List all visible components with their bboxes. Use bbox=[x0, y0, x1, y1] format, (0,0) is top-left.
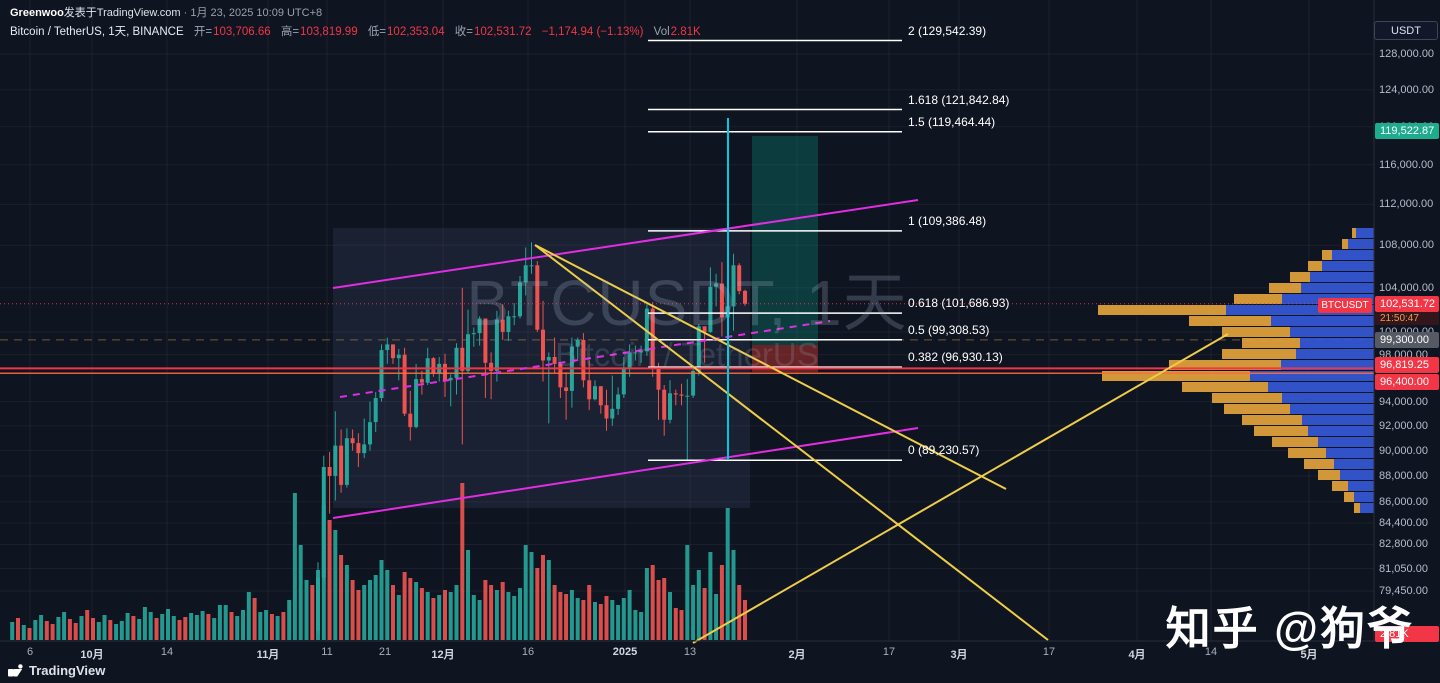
fib-level-label: 2 (129,542.39) bbox=[908, 24, 987, 38]
volume-label: Vol bbox=[653, 26, 670, 38]
horizontal-price-lines bbox=[0, 303, 1374, 374]
price-axis-label: 104,000.00 bbox=[1379, 282, 1435, 294]
price-axis-label: 81,050.00 bbox=[1379, 563, 1428, 575]
symbol-price-chip: BTCUSDT bbox=[1318, 298, 1372, 313]
price-axis-label: 116,000.00 bbox=[1379, 159, 1434, 171]
time-axis-label: 14 bbox=[1204, 646, 1218, 658]
author-name: Greenwoo bbox=[10, 7, 64, 19]
price-axis-label: 112,000.00 bbox=[1379, 198, 1434, 210]
price-badge: 119,522.87 bbox=[1375, 123, 1439, 139]
time-axis-label: 12月 bbox=[431, 649, 455, 661]
price-badge: 2.81K bbox=[1375, 626, 1439, 642]
byline-date: 1月 23, 2025 10:09 UTC+8 bbox=[190, 7, 323, 19]
high-value: 103,819.99 bbox=[300, 26, 358, 38]
share-byline: Greenwoo发表于TradingView.com · 1月 23, 2025… bbox=[10, 4, 322, 20]
tradingview-icon bbox=[8, 664, 23, 677]
time-axis-label: 13 bbox=[683, 646, 697, 658]
open-label: 开= bbox=[193, 26, 213, 38]
close-value: 102,531.72 bbox=[474, 26, 532, 38]
price-axis-label: 124,000.00 bbox=[1379, 84, 1435, 96]
time-axis-label: 17 bbox=[882, 646, 896, 658]
fib-level-label: 0.618 (101,686.93) bbox=[908, 296, 1010, 310]
price-axis-label: 108,000.00 bbox=[1379, 239, 1435, 251]
time-axis-label: 16 bbox=[521, 646, 535, 658]
volume-bars bbox=[10, 483, 747, 640]
price-badge: 96,819.25 bbox=[1375, 357, 1439, 373]
time-axis-label: 21 bbox=[378, 646, 392, 658]
trend-lines bbox=[332, 118, 1229, 644]
volume-value: 2.81K bbox=[670, 26, 701, 38]
time-axis-label: 3月 bbox=[950, 649, 968, 661]
long-position-boxes bbox=[752, 136, 818, 372]
time-axis-label: 4月 bbox=[1128, 649, 1146, 661]
fib-extension-lines bbox=[648, 39, 902, 462]
low-label: 低= bbox=[367, 26, 387, 38]
volume-profile bbox=[1098, 228, 1374, 513]
byline-separator: · bbox=[183, 7, 188, 19]
price-axis-label: 79,450.00 bbox=[1379, 585, 1428, 597]
time-axis-label: 2025 bbox=[612, 646, 638, 658]
time-axis-label: 2月 bbox=[788, 649, 806, 661]
time-axis-label: 10月 bbox=[80, 649, 104, 661]
close-label: 收= bbox=[454, 26, 474, 38]
price-badge: 96,400.00 bbox=[1375, 374, 1439, 390]
currency-usdt-button[interactable]: USDT bbox=[1374, 21, 1438, 40]
price-axis-label: 90,000.00 bbox=[1379, 445, 1428, 457]
price-badge: 99,300.00 bbox=[1375, 332, 1439, 348]
price-axis-label: 88,000.00 bbox=[1379, 470, 1428, 482]
tradingview-logo[interactable]: TradingView bbox=[8, 663, 105, 678]
time-axis-label: 11 bbox=[321, 646, 333, 658]
fib-level-label: 1.5 (119,464.44) bbox=[908, 115, 996, 129]
price-axis-label: 84,400.00 bbox=[1379, 517, 1428, 529]
fib-level-label: 1 (109,386.48) bbox=[908, 214, 987, 228]
price-axis-label: 94,000.00 bbox=[1379, 396, 1428, 408]
time-axis-label: 11月 bbox=[256, 649, 280, 661]
open-value: 103,706.66 bbox=[213, 26, 271, 38]
time-axis-label: 14 bbox=[160, 646, 174, 658]
fib-level-label: 1.618 (121,842.84) bbox=[908, 93, 1010, 107]
price-axis-label: 92,000.00 bbox=[1379, 420, 1428, 432]
fib-level-label: 0.5 (99,308.53) bbox=[908, 323, 990, 337]
candles bbox=[316, 230, 747, 634]
fib-level-label: 0 (89,230.57) bbox=[908, 443, 980, 457]
price-axis-label: 86,000.00 bbox=[1379, 496, 1428, 508]
byline-action: 发表于TradingView.com bbox=[63, 7, 181, 19]
price-axis-label: 128,000.00 bbox=[1379, 48, 1435, 60]
low-value: 102,353.04 bbox=[387, 26, 445, 38]
axis-borders bbox=[0, 0, 1440, 642]
symbol-legend: Bitcoin / TetherUS, 1天, BINANCE 开=103,70… bbox=[10, 23, 701, 39]
time-axis-label: 17 bbox=[1042, 646, 1056, 658]
tradingview-text: TradingView bbox=[29, 663, 106, 678]
symbol-title[interactable]: Bitcoin / TetherUS, 1天, BINANCE bbox=[10, 26, 184, 38]
fib-level-label: 0.382 (96,930.13) bbox=[908, 350, 1003, 364]
high-label: 高= bbox=[280, 26, 300, 38]
zhihu-watermark: 知乎 @狗爷 bbox=[1165, 603, 1414, 654]
price-badge: 102,531.72 bbox=[1375, 296, 1439, 312]
price-axis-label: 82,800.00 bbox=[1379, 538, 1428, 550]
time-axis-label: 6 bbox=[26, 646, 34, 658]
countdown-badge: 21:50:47 bbox=[1375, 312, 1439, 325]
time-axis-label: 5月 bbox=[1300, 649, 1318, 661]
change-value: −1,174.94 (−1.13%) bbox=[541, 26, 644, 38]
